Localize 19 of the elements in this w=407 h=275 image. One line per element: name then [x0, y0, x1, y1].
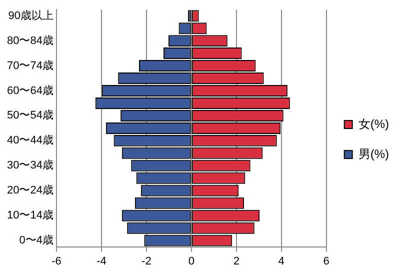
legend-label: 女(%) [358, 116, 390, 131]
y-tick-label: 70〜74歳 [6, 58, 54, 72]
y-tick-label: 20〜24歳 [6, 184, 54, 197]
y-tick-label: 10〜14歳 [6, 208, 54, 222]
y-tick-label: 60〜64歳 [6, 84, 54, 97]
x-tick-label: 6 [323, 255, 330, 268]
legend-label: 男(%) [358, 146, 390, 161]
y-tick-label: 80〜84歳 [6, 34, 54, 47]
x-tick-label: 0 [188, 255, 194, 268]
y-tick-label: 50〜54歳 [6, 108, 54, 122]
y-tick-label: 0〜4歳 [19, 234, 54, 247]
y-tick-label: 30〜34歳 [6, 158, 54, 172]
x-tick-label: -6 [52, 255, 62, 268]
y-tick-label: 90歳以上 [8, 8, 54, 22]
y-tick-label: 40〜44歳 [6, 134, 54, 147]
x-tick-label: -4 [96, 255, 106, 268]
x-tick-label: -2 [142, 255, 152, 268]
x-tick-label: 4 [278, 255, 284, 268]
x-tick-label: 2 [233, 255, 240, 268]
